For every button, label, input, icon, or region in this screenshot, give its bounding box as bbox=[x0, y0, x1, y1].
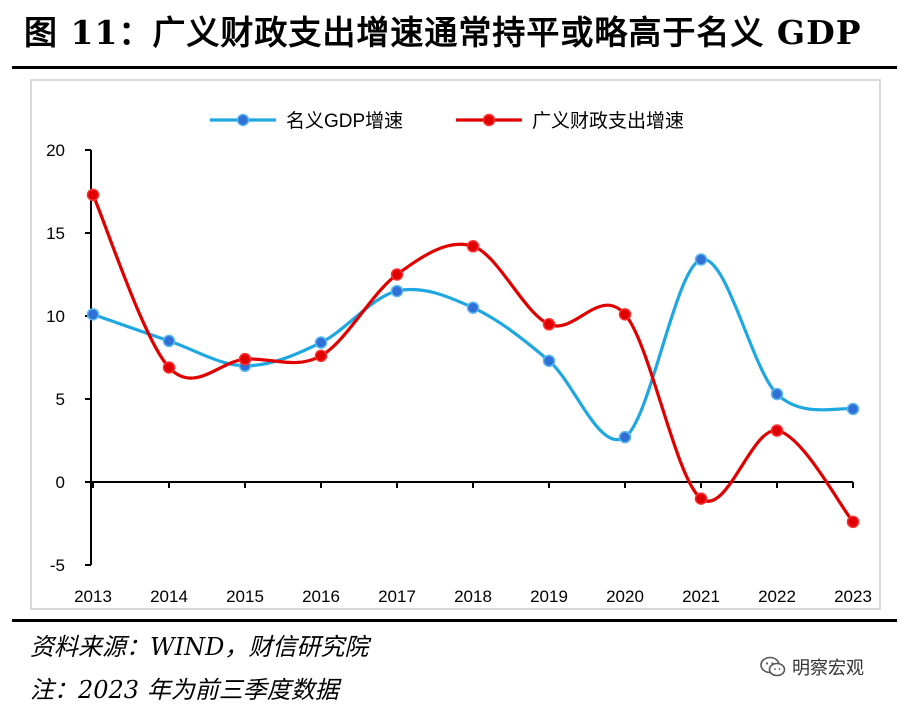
x-tick-label: 2016 bbox=[302, 587, 340, 606]
series-1-point bbox=[238, 352, 252, 366]
watermark-text: 明察宏观 bbox=[792, 658, 864, 679]
series-0-point bbox=[542, 354, 556, 368]
bottom-rule bbox=[12, 619, 897, 622]
chart-legend: 名义GDP增速 广义财政支出增速 bbox=[210, 110, 684, 132]
series-0-point bbox=[314, 336, 328, 349]
series-1-point bbox=[314, 349, 328, 363]
wechat-icon bbox=[760, 656, 786, 677]
series-0-point bbox=[618, 430, 632, 444]
x-tick-label: 2014 bbox=[150, 587, 188, 606]
y-tick-label: 10 bbox=[46, 307, 65, 326]
series-1-point bbox=[542, 318, 556, 331]
footnote: 注：2023 年为前三季度数据 bbox=[30, 676, 339, 704]
legend-marker-0 bbox=[236, 113, 250, 127]
y-tick-label: 20 bbox=[46, 141, 65, 160]
series-0-point bbox=[86, 308, 100, 321]
series-0-point bbox=[694, 253, 708, 266]
y-tick-label: 5 bbox=[56, 390, 65, 409]
y-tick-label: 0 bbox=[56, 473, 65, 492]
series-1-point bbox=[466, 240, 480, 253]
series-0-point bbox=[162, 334, 176, 348]
y-tick-label: 15 bbox=[46, 224, 65, 243]
top-rule bbox=[12, 66, 897, 69]
x-tick-label: 2021 bbox=[682, 587, 720, 606]
x-tick-label: 2017 bbox=[378, 587, 416, 606]
watermark: 明察宏观 bbox=[760, 654, 864, 680]
series-line-1 bbox=[91, 194, 855, 523]
series-1-point bbox=[618, 308, 632, 321]
series-0-point bbox=[770, 387, 784, 401]
x-tick-label: 2019 bbox=[530, 587, 568, 606]
series-0-point bbox=[390, 284, 404, 298]
figure-title: 图 11：广义财政支出增速通常持平或略高于名义 GDP bbox=[24, 13, 862, 52]
x-tick-label: 2015 bbox=[226, 587, 264, 606]
series-1-point bbox=[694, 492, 708, 505]
x-tick-label: 2022 bbox=[758, 587, 796, 606]
series-line-0 bbox=[92, 257, 854, 442]
series-1-point bbox=[86, 188, 100, 202]
series-1-point bbox=[390, 268, 404, 281]
x-tick-label: 2020 bbox=[606, 587, 644, 606]
series-1-point bbox=[846, 515, 860, 529]
series-1-point bbox=[162, 361, 176, 374]
chart-frame bbox=[30, 79, 881, 610]
x-tick-label: 2023 bbox=[834, 587, 872, 606]
series-0-point bbox=[466, 301, 480, 314]
y-tick-label: -5 bbox=[50, 556, 65, 575]
source-note: 资料来源：WIND，财信研究院 bbox=[30, 633, 369, 661]
x-tick-label: 2018 bbox=[454, 587, 492, 606]
legend-marker-1 bbox=[482, 113, 496, 127]
x-tick-label: 2013 bbox=[74, 587, 112, 606]
chart-markers bbox=[86, 188, 860, 529]
series-1-point bbox=[770, 424, 784, 437]
series-0-point bbox=[846, 402, 860, 416]
legend-label-1: 广义财政支出增速 bbox=[532, 110, 684, 132]
legend-label-0: 名义GDP增速 bbox=[286, 110, 403, 132]
